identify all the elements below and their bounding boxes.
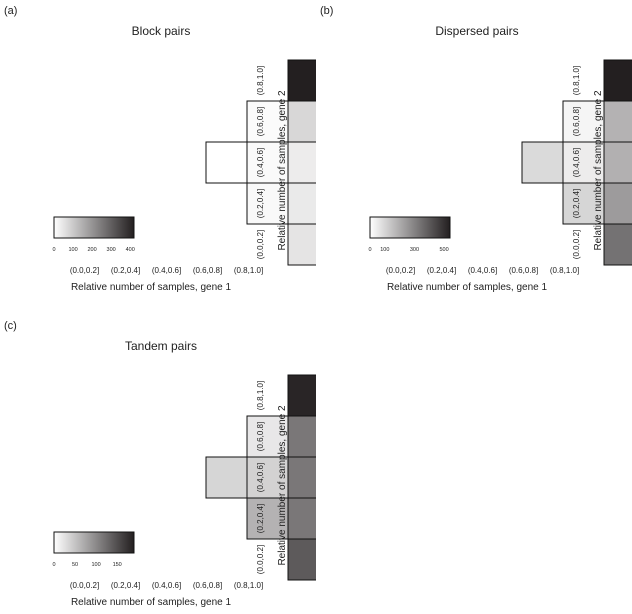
y-tick-label: (0.4,0.6] xyxy=(256,148,265,177)
heatmap-tandem-pairs: (c) Tandem pairs 0 50 100 150 (0.0,0.2] (0.2,0.… xyxy=(4,320,316,608)
colorbar-tick-label: 100 xyxy=(68,247,77,253)
panel-b: (b) Dispersed pairs 0 100 300 500 (0.0,0.2] (0.… xyxy=(316,0,632,300)
heatmap-cell xyxy=(246,141,289,184)
heatmap-cell xyxy=(287,374,316,417)
panel-label: (a) xyxy=(4,5,17,17)
heatmap-cell xyxy=(287,456,316,499)
x-axis-label: Relative number of samples, gene 1 xyxy=(71,597,232,608)
y-tick-label: (0.2,0.4] xyxy=(572,189,581,218)
colorbar-tick-label: 300 xyxy=(107,247,116,253)
panel-a: (a) Block pairs 0 100 200 300 400 (0.0,0.2] (0.2… xyxy=(0,0,316,300)
heatmap-cell xyxy=(246,182,289,225)
colorbar-tick-label: 50 xyxy=(72,562,78,568)
x-tick-label: (0.4,0.6] xyxy=(152,581,181,590)
heatmap-block-pairs: (a) Block pairs 0 100 200 300 400 (0.0,0.2] (0.2… xyxy=(4,5,316,293)
colorbar-tick-label: 100 xyxy=(92,562,101,568)
y-tick-label: (0.8,1.0] xyxy=(572,66,581,95)
colorbar xyxy=(53,531,135,554)
y-tick-label: (0.2,0.4] xyxy=(256,504,265,533)
y-tick-label: (0.8,1.0] xyxy=(256,381,265,410)
colorbar-tick-label: 0 xyxy=(52,562,55,568)
colorbar-tick-label: 500 xyxy=(439,247,448,253)
heatmap-cell xyxy=(521,141,564,184)
x-axis-label: Relative number of samples, gene 1 xyxy=(71,282,232,293)
y-tick-label: (0.4,0.6] xyxy=(572,148,581,177)
x-tick-label: (0.4,0.6] xyxy=(468,266,497,275)
heatmap-cell xyxy=(246,456,289,499)
y-tick-label: (0.0,0.2] xyxy=(256,230,265,259)
x-tick-label: (0.0,0.2] xyxy=(70,266,99,275)
heatmap-cell xyxy=(287,59,316,102)
heatmap-cell xyxy=(603,100,632,143)
x-tick-label: (0.2,0.4] xyxy=(427,266,456,275)
heatmap-cell xyxy=(603,59,632,102)
heatmap-cell xyxy=(603,223,632,266)
colorbar-tick-label: 0 xyxy=(52,247,55,253)
colorbar xyxy=(53,216,135,239)
x-tick-label: (0.0,0.2] xyxy=(70,581,99,590)
y-tick-label: (0.0,0.2] xyxy=(256,545,265,574)
x-tick-label: (0.6,0.8] xyxy=(193,266,222,275)
colorbar-tick-label: 0 xyxy=(368,247,371,253)
colorbar xyxy=(369,216,451,239)
heatmap-cell xyxy=(562,182,605,225)
x-axis-label: Relative number of samples, gene 1 xyxy=(387,282,548,293)
panel-c: (c) Tandem pairs 0 50 100 150 (0.0,0.2] (0.2,0.… xyxy=(0,315,316,614)
colorbar-tick-label: 400 xyxy=(126,247,135,253)
heatmap-cell xyxy=(205,456,248,499)
y-tick-label: (0.4,0.6] xyxy=(256,463,265,492)
heatmap-cell xyxy=(246,497,289,540)
y-tick-label: (0.6,0.8] xyxy=(572,107,581,136)
colorbar-tick-label: 150 xyxy=(113,562,122,568)
y-tick-label: (0.6,0.8] xyxy=(256,422,265,451)
x-tick-label: (0.0,0.2] xyxy=(386,266,415,275)
heatmap-cell xyxy=(246,100,289,143)
x-tick-label: (0.8,1.0] xyxy=(234,266,263,275)
y-tick-label: (0.8,1.0] xyxy=(256,66,265,95)
heatmap-cell xyxy=(287,182,316,225)
x-tick-label: (0.8,1.0] xyxy=(234,581,263,590)
x-tick-label: (0.2,0.4] xyxy=(111,266,140,275)
panel-label: (b) xyxy=(320,5,333,17)
heatmap-cell xyxy=(287,497,316,540)
heatmap-cell xyxy=(603,141,632,184)
y-tick-label: (0.2,0.4] xyxy=(256,189,265,218)
x-tick-label: (0.8,1.0] xyxy=(550,266,579,275)
chart-title: Block pairs xyxy=(132,24,191,38)
heatmap-cell xyxy=(603,182,632,225)
heatmap-cell xyxy=(287,223,316,266)
y-tick-label: (0.0,0.2] xyxy=(572,230,581,259)
y-axis-label: Relative number of samples, gene 2 xyxy=(593,90,604,251)
y-axis-label: Relative number of samples, gene 2 xyxy=(277,405,288,566)
heatmap-cell xyxy=(205,141,248,184)
heatmap-cell xyxy=(287,538,316,581)
chart-title: Tandem pairs xyxy=(125,339,197,353)
y-tick-label: (0.6,0.8] xyxy=(256,107,265,136)
heatmap-dispersed-pairs: (b) Dispersed pairs 0 100 300 500 (0.0,0.2] (0.… xyxy=(320,5,632,293)
panel-label: (c) xyxy=(4,320,17,332)
x-tick-label: (0.6,0.8] xyxy=(193,581,222,590)
colorbar-tick-label: 200 xyxy=(88,247,97,253)
colorbar-tick-label: 300 xyxy=(410,247,419,253)
heatmap-cell xyxy=(287,100,316,143)
chart-title: Dispersed pairs xyxy=(435,24,518,38)
x-tick-label: (0.2,0.4] xyxy=(111,581,140,590)
x-tick-label: (0.6,0.8] xyxy=(509,266,538,275)
heatmap-cell xyxy=(287,141,316,184)
heatmap-cell xyxy=(287,415,316,458)
colorbar-tick-label: 100 xyxy=(380,247,389,253)
x-tick-label: (0.4,0.6] xyxy=(152,266,181,275)
y-axis-label: Relative number of samples, gene 2 xyxy=(277,90,288,251)
